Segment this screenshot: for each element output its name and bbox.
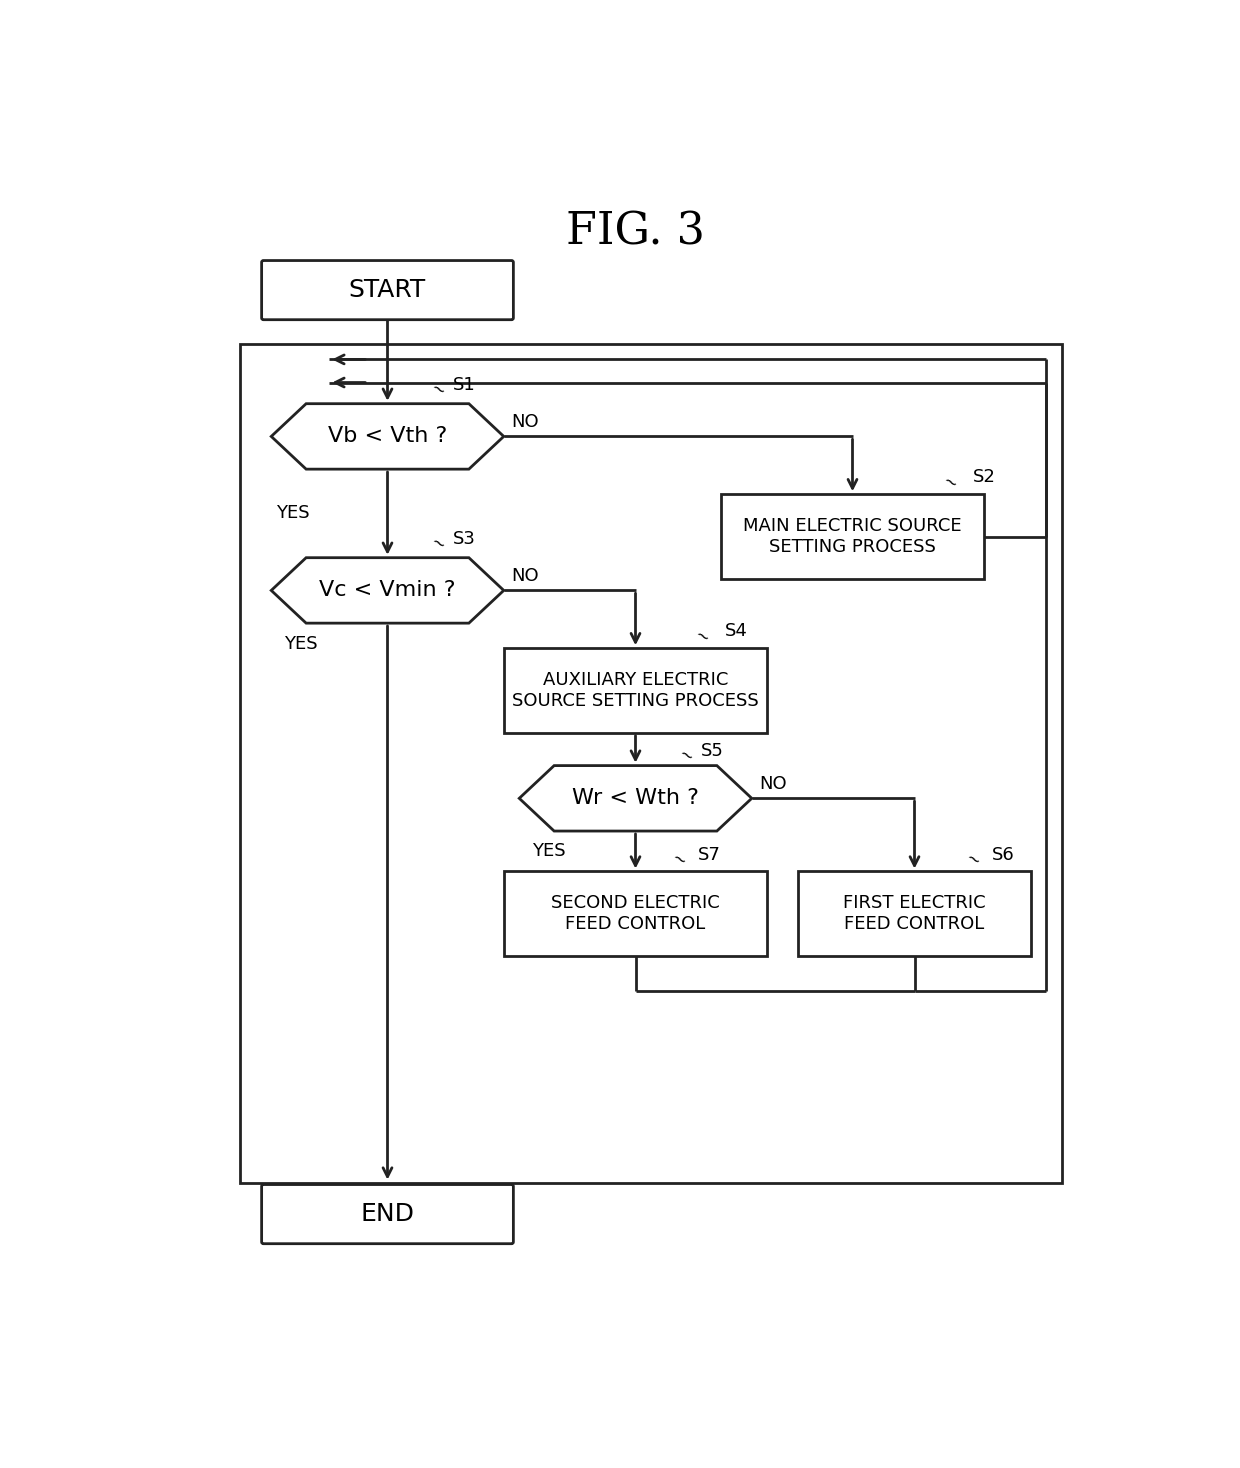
Text: S5: S5 xyxy=(702,741,724,760)
Polygon shape xyxy=(272,404,503,470)
Polygon shape xyxy=(520,766,751,831)
Text: NO: NO xyxy=(759,775,787,793)
Text: S2: S2 xyxy=(972,468,996,486)
Bar xyxy=(720,495,985,578)
Text: ~: ~ xyxy=(428,533,449,556)
Bar xyxy=(503,872,768,956)
Text: NO: NO xyxy=(511,413,539,432)
Text: Vb < Vth ?: Vb < Vth ? xyxy=(327,426,448,446)
Text: SECOND ELECTRIC
FEED CONTROL: SECOND ELECTRIC FEED CONTROL xyxy=(551,894,720,934)
Text: S6: S6 xyxy=(992,846,1014,863)
Text: ~: ~ xyxy=(428,379,449,402)
Text: S3: S3 xyxy=(454,530,476,548)
FancyBboxPatch shape xyxy=(262,1185,513,1243)
Text: ~: ~ xyxy=(939,471,960,495)
Text: S1: S1 xyxy=(454,376,476,393)
Text: START: START xyxy=(348,277,427,302)
Text: ~: ~ xyxy=(691,625,712,649)
Text: ~: ~ xyxy=(962,849,983,872)
Text: YES: YES xyxy=(277,505,310,523)
Text: YES: YES xyxy=(532,843,565,860)
Text: AUXILIARY ELECTRIC
SOURCE SETTING PROCESS: AUXILIARY ELECTRIC SOURCE SETTING PROCES… xyxy=(512,671,759,711)
Text: S7: S7 xyxy=(697,846,720,863)
Text: ~: ~ xyxy=(667,849,688,872)
Bar xyxy=(799,872,1030,956)
Text: S4: S4 xyxy=(724,622,748,640)
Bar xyxy=(241,344,1061,1183)
Text: YES: YES xyxy=(284,634,317,653)
Text: NO: NO xyxy=(511,567,539,586)
Text: MAIN ELECTRIC SOURCE
SETTING PROCESS: MAIN ELECTRIC SOURCE SETTING PROCESS xyxy=(743,517,962,556)
Text: FIRST ELECTRIC
FEED CONTROL: FIRST ELECTRIC FEED CONTROL xyxy=(843,894,986,934)
Text: FIG. 3: FIG. 3 xyxy=(567,211,704,254)
Text: Vc < Vmin ?: Vc < Vmin ? xyxy=(319,580,456,600)
FancyBboxPatch shape xyxy=(262,260,513,320)
Text: ~: ~ xyxy=(676,744,697,768)
Text: END: END xyxy=(361,1202,414,1226)
Text: Wr < Wth ?: Wr < Wth ? xyxy=(572,788,699,809)
Bar xyxy=(503,649,768,733)
Polygon shape xyxy=(272,558,503,622)
